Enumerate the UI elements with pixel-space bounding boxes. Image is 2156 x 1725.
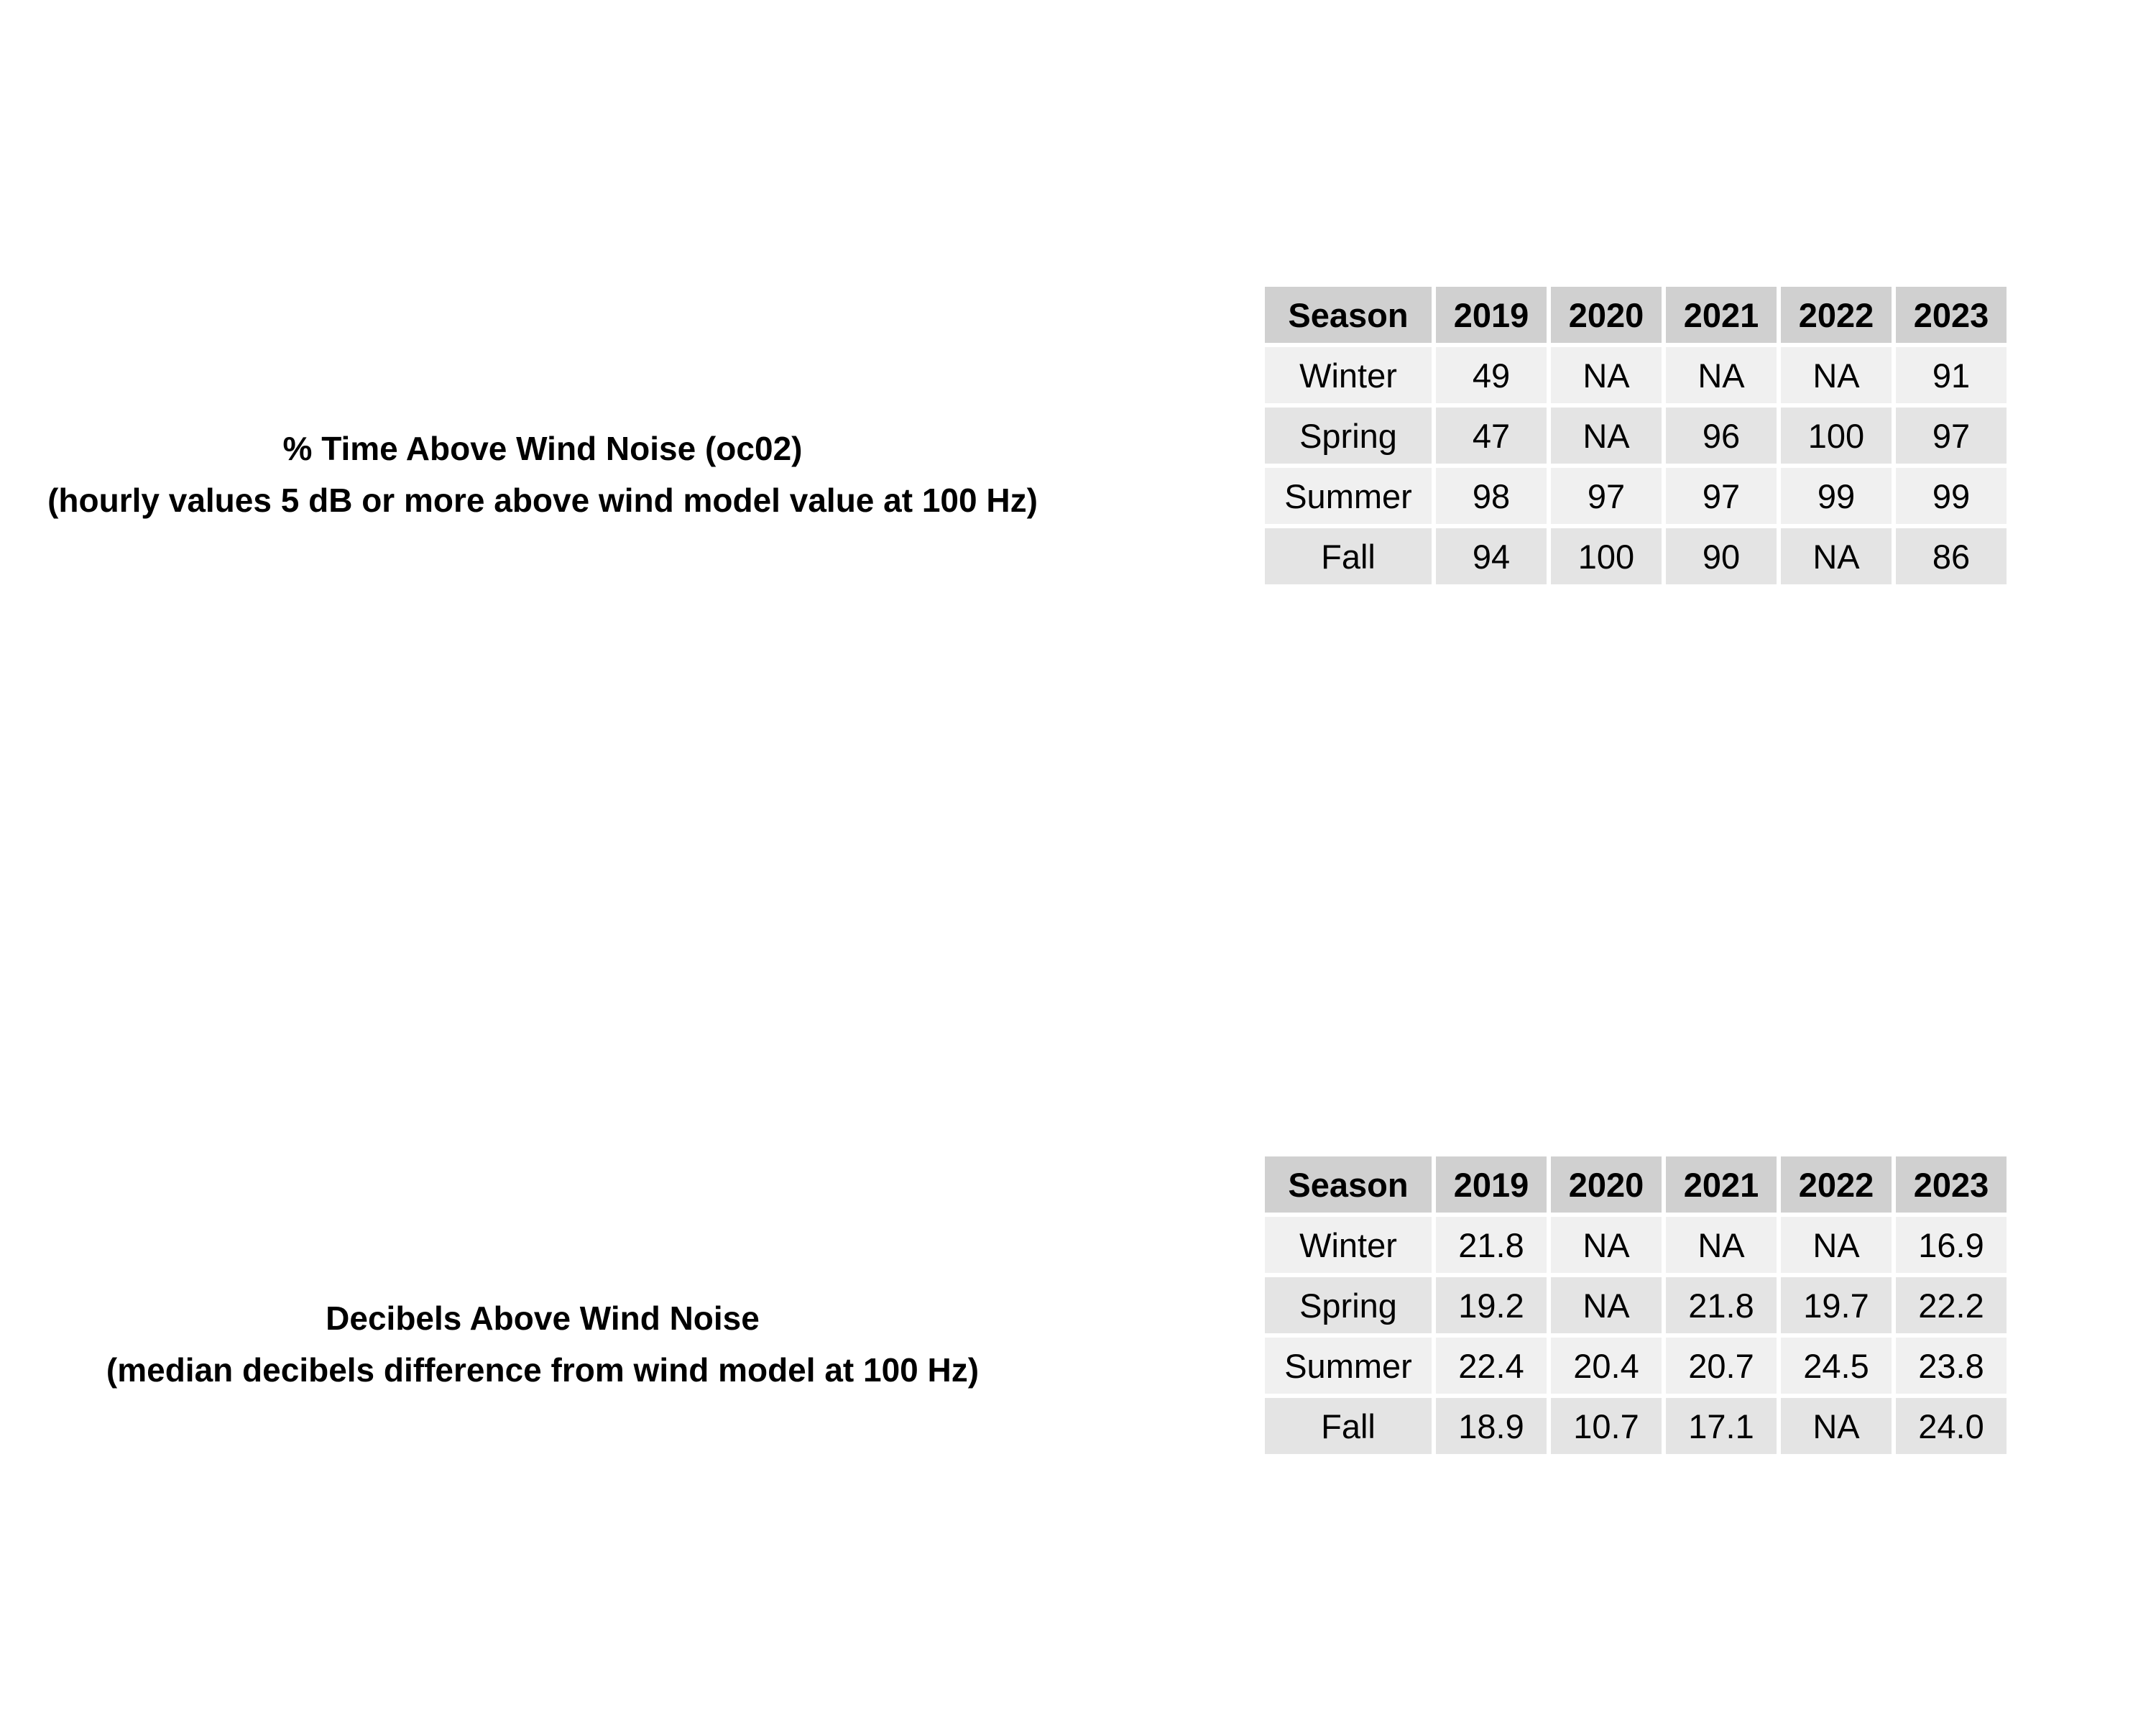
table-2-subtitle: (median decibels difference from wind mo…	[106, 1351, 980, 1389]
value-cell: NA	[1551, 1217, 1662, 1273]
value-cell: 24.0	[1896, 1398, 2007, 1454]
column-header: 2021	[1666, 1156, 1777, 1213]
value-cell: 100	[1781, 408, 1892, 464]
column-header: 2023	[1896, 1156, 2007, 1213]
value-cell: NA	[1781, 528, 1892, 584]
column-header: 2019	[1436, 287, 1547, 343]
table-row: Fall 18.9 10.7 17.1 NA 24.0	[1265, 1398, 2007, 1454]
table-row: Winter 49 NA NA NA 91	[1265, 347, 2007, 403]
table-2-title: Decibels Above Wind Noise	[326, 1300, 760, 1337]
value-cell: 96	[1666, 408, 1777, 464]
value-cell: 97	[1551, 468, 1662, 524]
value-cell: NA	[1781, 1217, 1892, 1273]
column-header: 2022	[1781, 287, 1892, 343]
column-header: 2020	[1551, 1156, 1662, 1213]
season-cell: Summer	[1265, 1338, 1432, 1394]
season-cell: Fall	[1265, 528, 1432, 584]
value-cell: 19.2	[1436, 1277, 1547, 1333]
value-cell: 10.7	[1551, 1398, 1662, 1454]
season-cell: Summer	[1265, 468, 1432, 524]
value-cell: 49	[1436, 347, 1547, 403]
table-1-subtitle: (hourly values 5 dB or more above wind m…	[47, 482, 1038, 519]
value-cell: 97	[1666, 468, 1777, 524]
season-cell: Winter	[1265, 1217, 1432, 1273]
value-cell: 86	[1896, 528, 2007, 584]
value-cell: 17.1	[1666, 1398, 1777, 1454]
value-cell: 98	[1436, 468, 1547, 524]
value-cell: 22.4	[1436, 1338, 1547, 1394]
value-cell: 91	[1896, 347, 2007, 403]
table-1-title-block: % Time Above Wind Noise (oc02) (hourly v…	[0, 423, 1085, 526]
value-cell: NA	[1666, 1217, 1777, 1273]
column-header: 2023	[1896, 287, 2007, 343]
season-cell: Winter	[1265, 347, 1432, 403]
value-cell: 99	[1781, 468, 1892, 524]
column-header: 2019	[1436, 1156, 1547, 1213]
table-row: Fall 94 100 90 NA 86	[1265, 528, 2007, 584]
table-2-title-block: Decibels Above Wind Noise (median decibe…	[0, 1292, 1085, 1396]
decibels-above-table: Season 2019 2020 2021 2022 2023 Winter 2…	[1261, 1152, 2011, 1458]
table-row: Spring 19.2 NA 21.8 19.7 22.2	[1265, 1277, 2007, 1333]
column-header: 2022	[1781, 1156, 1892, 1213]
column-header: Season	[1265, 287, 1432, 343]
value-cell: NA	[1551, 1277, 1662, 1333]
value-cell: 94	[1436, 528, 1547, 584]
value-cell: 100	[1551, 528, 1662, 584]
value-cell: 47	[1436, 408, 1547, 464]
table-row: Summer 22.4 20.4 20.7 24.5 23.8	[1265, 1338, 2007, 1394]
value-cell: 24.5	[1781, 1338, 1892, 1394]
value-cell: 97	[1896, 408, 2007, 464]
value-cell: 99	[1896, 468, 2007, 524]
value-cell: NA	[1666, 347, 1777, 403]
value-cell: 16.9	[1896, 1217, 2007, 1273]
season-cell: Spring	[1265, 408, 1432, 464]
table-row: Spring 47 NA 96 100 97	[1265, 408, 2007, 464]
table-header-row: Season 2019 2020 2021 2022 2023	[1265, 287, 2007, 343]
value-cell: 20.7	[1666, 1338, 1777, 1394]
value-cell: 21.8	[1666, 1277, 1777, 1333]
value-cell: 23.8	[1896, 1338, 2007, 1394]
percent-time-table: Season 2019 2020 2021 2022 2023 Winter 4…	[1261, 282, 2011, 589]
column-header: Season	[1265, 1156, 1432, 1213]
value-cell: 20.4	[1551, 1338, 1662, 1394]
table-1-title: % Time Above Wind Noise (oc02)	[282, 430, 803, 467]
value-cell: 90	[1666, 528, 1777, 584]
column-header: 2021	[1666, 287, 1777, 343]
table-row: Winter 21.8 NA NA NA 16.9	[1265, 1217, 2007, 1273]
value-cell: NA	[1551, 347, 1662, 403]
season-cell: Spring	[1265, 1277, 1432, 1333]
value-cell: NA	[1781, 347, 1892, 403]
season-cell: Fall	[1265, 1398, 1432, 1454]
table-header-row: Season 2019 2020 2021 2022 2023	[1265, 1156, 2007, 1213]
value-cell: 19.7	[1781, 1277, 1892, 1333]
value-cell: NA	[1781, 1398, 1892, 1454]
value-cell: 21.8	[1436, 1217, 1547, 1273]
column-header: 2020	[1551, 287, 1662, 343]
table-row: Summer 98 97 97 99 99	[1265, 468, 2007, 524]
value-cell: NA	[1551, 408, 1662, 464]
value-cell: 22.2	[1896, 1277, 2007, 1333]
value-cell: 18.9	[1436, 1398, 1547, 1454]
